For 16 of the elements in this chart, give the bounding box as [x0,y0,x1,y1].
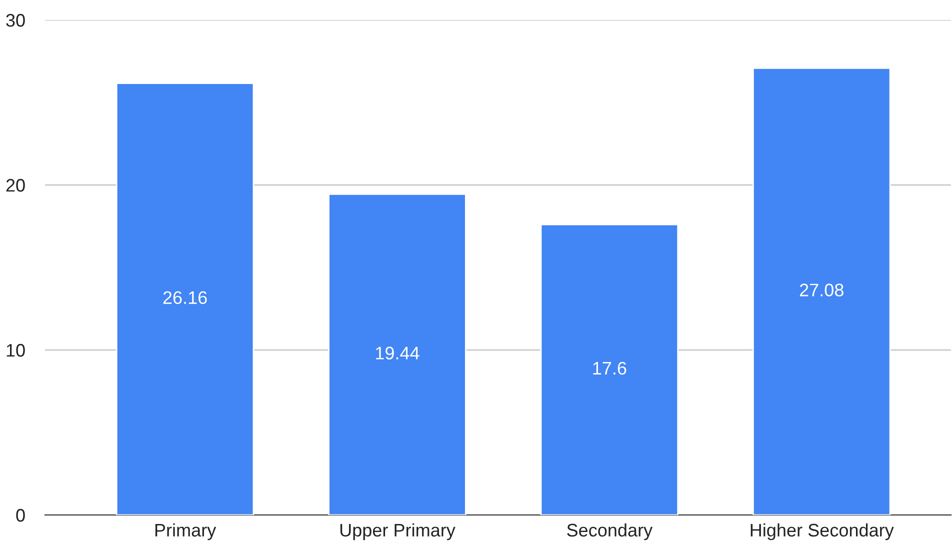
data-label: 17.6 [593,362,626,375]
x-tick-label: Primary [155,523,216,540]
x-tick-label: Upper Primary [340,523,456,540]
bar [116,82,254,515]
y-tick-label: 20 [6,178,25,192]
data-label: 19.44 [376,346,420,360]
bar [328,194,466,515]
y-tick-label: 10 [6,344,25,357]
data-label: 26.16 [163,291,207,304]
x-tick-label: Higher Secondary [750,523,894,540]
y-tick-label: 0 [16,508,25,522]
bar [540,224,679,515]
y-tick-label: 30 [6,14,25,27]
x-tick-label: Secondary [567,523,653,540]
data-label: 27.08 [800,284,844,296]
bar [752,67,891,515]
